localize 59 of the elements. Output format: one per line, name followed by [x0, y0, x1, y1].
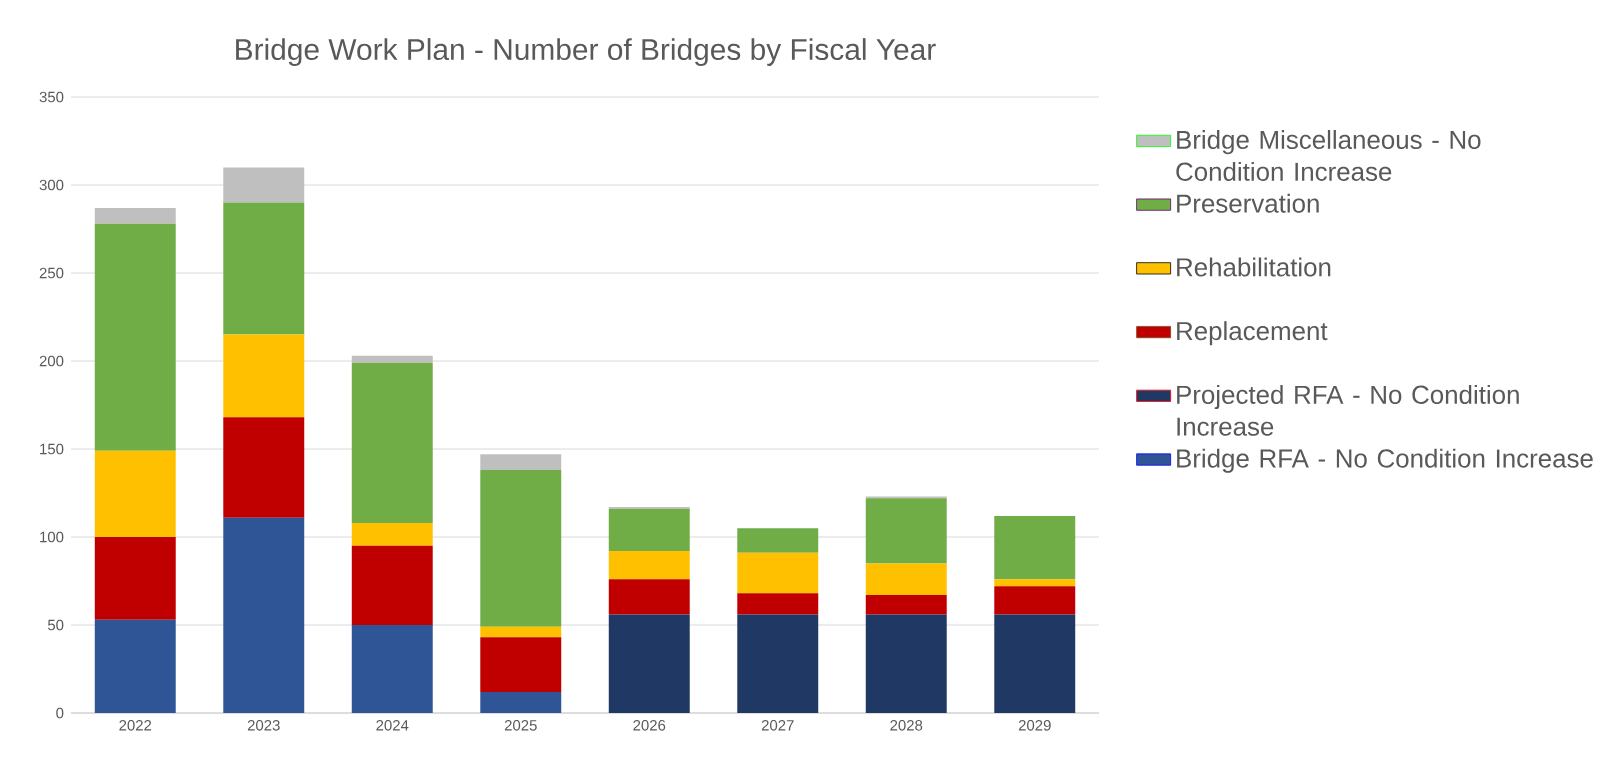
- y-tick-label: 300: [39, 179, 64, 191]
- bar: [994, 579, 1076, 587]
- bar: [480, 691, 562, 713]
- legend-label: Bridge RFA - No Condition Increase: [1177, 448, 1593, 473]
- bar: [351, 522, 433, 546]
- bar: [94, 619, 176, 713]
- bar: [608, 579, 690, 615]
- legend-label: Bridge Miscellaneous - No Condition Increase: [1176, 130, 1481, 181]
- x-tick-label: 2029: [1018, 720, 1051, 731]
- y-tick-label: 250: [39, 267, 64, 279]
- y-tick-label: 350: [39, 91, 64, 103]
- y-tick-label: 100: [40, 531, 64, 543]
- bar: [480, 626, 562, 638]
- x-tick-label: 2023: [247, 720, 280, 731]
- bar: [994, 586, 1076, 615]
- y-tick-label: 0: [56, 707, 64, 719]
- bar: [94, 207, 176, 224]
- bar: [994, 614, 1076, 713]
- x-tick-label: 2027: [761, 720, 794, 731]
- legend-label: Preservation: [1177, 193, 1319, 213]
- x-tick-label: 2025: [504, 720, 537, 731]
- x-tick-label: 2022: [119, 720, 152, 731]
- bar: [608, 508, 690, 552]
- bar: [94, 537, 176, 620]
- bar: [223, 334, 305, 418]
- bar: [865, 595, 947, 615]
- x-tick-label: 2026: [633, 720, 666, 731]
- bar: [223, 517, 305, 713]
- bar: [223, 417, 305, 518]
- bar: [480, 637, 562, 692]
- bar: [608, 614, 690, 713]
- bar: [223, 167, 305, 203]
- y-tick-label: 200: [39, 355, 64, 367]
- y-tick-label: 150: [40, 443, 64, 455]
- bar: [608, 551, 690, 580]
- bar: [737, 552, 819, 594]
- x-tick-label: 2024: [376, 720, 409, 731]
- bar: [351, 362, 433, 523]
- legend-label: Rehabilitation: [1177, 257, 1331, 277]
- bar: [94, 450, 176, 537]
- bar: [865, 498, 947, 564]
- legend-label: Projected RFA - No Condition Increase: [1177, 384, 1519, 436]
- bar: [737, 614, 819, 713]
- bar: [737, 593, 819, 615]
- bar: [351, 625, 433, 713]
- bar: [94, 223, 176, 451]
- chart-title: Bridge Work Plan - Number of Bridges by Fiscal Year: [236, 38, 936, 66]
- bar: [994, 515, 1076, 580]
- y-tick-label: 50: [47, 619, 64, 631]
- bar: [737, 528, 819, 553]
- bar: [223, 202, 305, 335]
- bar: [480, 470, 562, 627]
- bar: [351, 545, 433, 625]
- bar: [351, 355, 433, 363]
- bar: [865, 563, 947, 596]
- bar: [480, 454, 562, 471]
- legend-label: Replacement: [1177, 321, 1328, 346]
- x-tick-label: 2028: [890, 720, 923, 731]
- bar: [865, 614, 947, 713]
